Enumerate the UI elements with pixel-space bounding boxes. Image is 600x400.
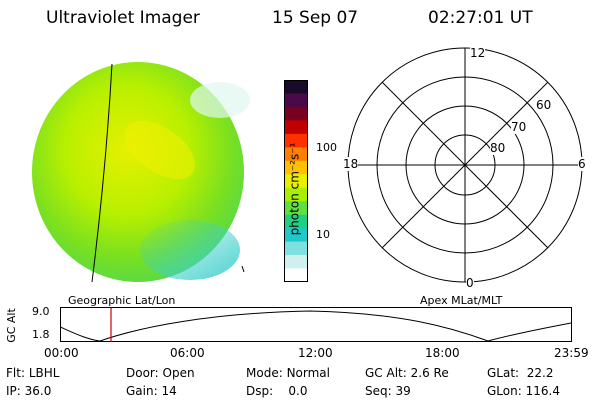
status-glon: GLon: 116.4 (487, 384, 560, 398)
time-tick-0000: 00:00 (44, 346, 79, 360)
mlt-label-12: 12 (470, 46, 486, 60)
bright-band (124, 120, 196, 180)
altitude-ytick-9: 9.0 (32, 305, 50, 318)
colorbar-stripe (284, 187, 308, 202)
status-glat: GLat: 22.2 (487, 366, 554, 380)
colorbar-stripe (284, 133, 308, 148)
colorbar (284, 80, 308, 282)
colorbar-tick-10: 10 (316, 228, 330, 241)
lat-label-70: 70 (511, 120, 527, 134)
dim-region (140, 220, 240, 280)
colorbar-stripe (284, 93, 308, 108)
geographic-caption: Geographic Lat/Lon (68, 294, 176, 307)
time-tick-2359: 23:59 (554, 346, 589, 360)
colorbar-stripe (284, 214, 308, 229)
status-ip: IP: 36.0 (6, 384, 52, 398)
colorbar-stripe (284, 120, 308, 135)
status-flt: Flt: LBHL (6, 366, 60, 380)
meridian-line (91, 63, 113, 283)
colorbar-stripe (284, 174, 308, 189)
colorbar-stripe (284, 147, 308, 162)
colorbar-stripe (284, 201, 308, 216)
status-mode: Mode: Normal (246, 366, 330, 380)
colorbar-tick-100: 100 (316, 141, 337, 154)
colorbar-stripe (284, 80, 308, 94)
polar-grid (347, 47, 583, 283)
colorbar-stripe (284, 228, 308, 243)
colorbar-stripe (284, 241, 308, 256)
colorbar-stripe (284, 255, 308, 270)
altitude-plot (60, 307, 572, 342)
lat-label-80: 80 (490, 141, 506, 155)
altitude-ylabel: GC Alt (4, 308, 18, 343)
time-tick-0600: 06:00 (170, 346, 205, 360)
colorbar-stripe (284, 268, 308, 282)
mlt-label-18: 18 (343, 157, 359, 171)
status-gain: Gain: 14 (126, 384, 177, 398)
status-gc-alt: GC Alt: 2.6 Re (365, 366, 449, 380)
coastline-mark (241, 265, 245, 273)
uv-disk-image (32, 62, 250, 283)
mlt-label-0: 0 (466, 276, 474, 290)
time-tick-1200: 12:00 (298, 346, 333, 360)
apex-caption: Apex MLat/MLT (420, 294, 503, 307)
edge-region (190, 82, 250, 118)
lat-label-60: 60 (536, 98, 552, 112)
altitude-ytick-1.8: 1.8 (32, 328, 50, 341)
time-label: 02:27:01 UT (428, 8, 533, 28)
instrument-title: Ultraviolet Imager (46, 8, 200, 28)
colorbar-label: photon cm⁻²s⁻¹ (287, 142, 302, 236)
mlt-label-6: 6 (578, 157, 586, 171)
colorbar-stripe (284, 160, 308, 175)
status-dsp: Dsp: 0.0 (246, 384, 308, 398)
date-label: 15 Sep 07 (272, 8, 359, 28)
status-door: Door: Open (126, 366, 195, 380)
altitude-curve (60, 310, 572, 342)
status-seq: Seq: 39 (365, 384, 411, 398)
colorbar-stripe (284, 106, 308, 121)
time-tick-1800: 18:00 (425, 346, 460, 360)
